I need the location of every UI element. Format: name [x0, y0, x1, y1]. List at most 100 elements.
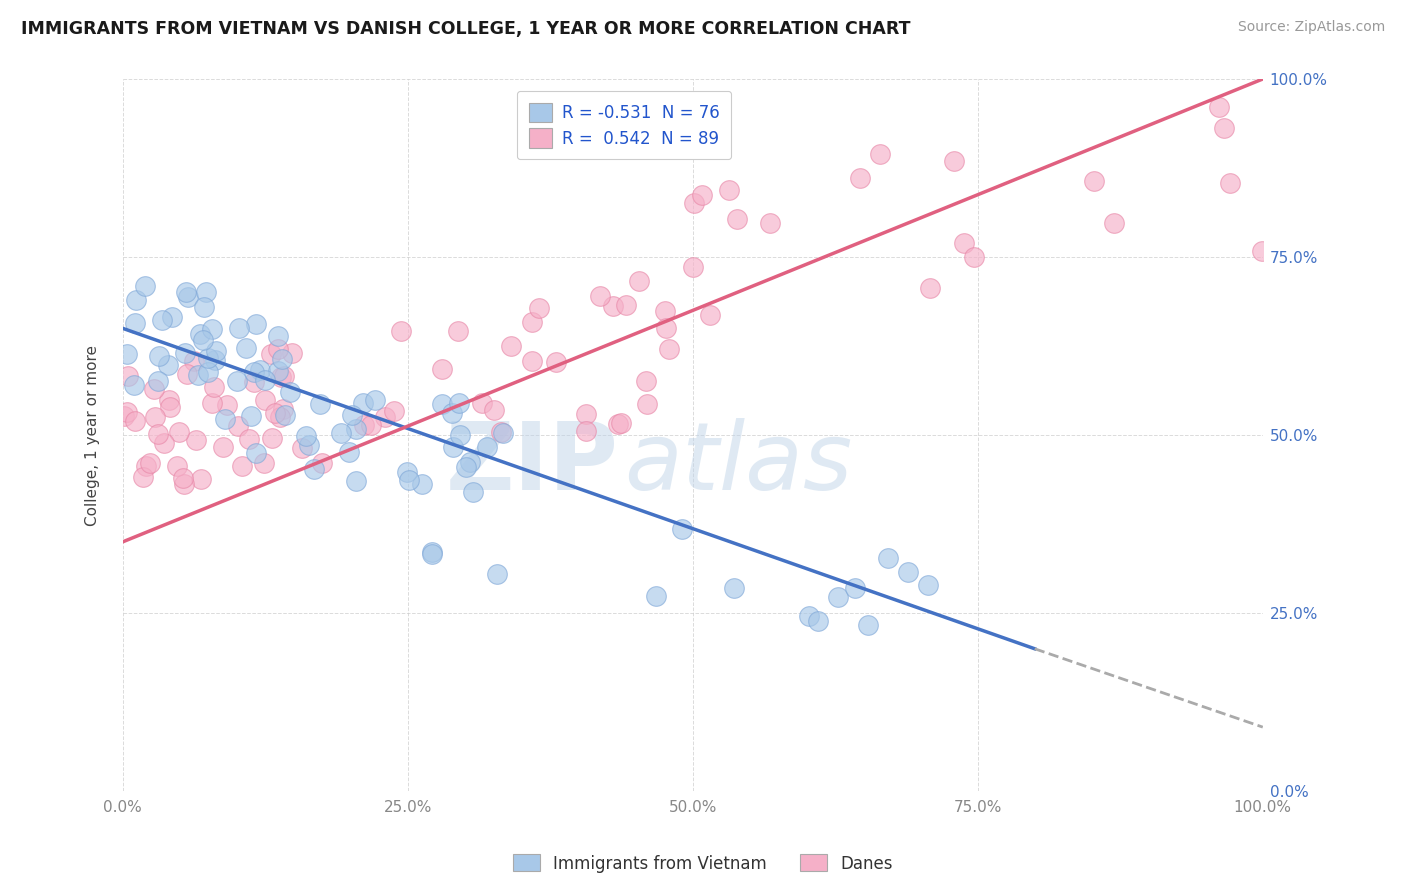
- Point: [298, 438, 321, 452]
- Point: [174, 346, 197, 360]
- Point: [398, 473, 420, 487]
- Point: [267, 342, 290, 356]
- Legend: Immigrants from Vietnam, Danes: Immigrants from Vietnam, Danes: [506, 847, 900, 880]
- Point: [441, 440, 464, 454]
- Point: [1102, 217, 1125, 231]
- Point: [191, 333, 214, 347]
- Point: [291, 442, 314, 456]
- Point: [295, 429, 318, 443]
- Point: [807, 614, 830, 628]
- Point: [363, 392, 385, 407]
- Point: [214, 412, 236, 426]
- Point: [212, 441, 235, 455]
- Point: [167, 425, 190, 439]
- Point: [148, 349, 170, 363]
- Text: atlas: atlas: [624, 418, 852, 509]
- Point: [606, 417, 628, 432]
- Point: [614, 298, 637, 312]
- Text: ZIP: ZIP: [446, 417, 619, 509]
- Point: [302, 462, 325, 476]
- Point: [699, 308, 721, 322]
- Point: [243, 365, 266, 379]
- Point: [725, 211, 748, 226]
- Point: [174, 285, 197, 300]
- Point: [226, 419, 249, 434]
- Point: [1083, 174, 1105, 188]
- Point: [360, 418, 382, 433]
- Point: [231, 459, 253, 474]
- Point: [682, 260, 704, 274]
- Point: [636, 396, 658, 410]
- Point: [963, 251, 986, 265]
- Point: [589, 288, 612, 302]
- Point: [172, 470, 194, 484]
- Point: [269, 409, 291, 424]
- Point: [253, 373, 276, 387]
- Point: [953, 236, 976, 251]
- Point: [849, 171, 872, 186]
- Point: [190, 472, 212, 486]
- Point: [166, 459, 188, 474]
- Point: [124, 316, 146, 330]
- Point: [610, 416, 633, 430]
- Point: [159, 401, 181, 415]
- Point: [124, 414, 146, 428]
- Point: [920, 280, 942, 294]
- Point: [420, 547, 443, 561]
- Point: [723, 582, 745, 596]
- Point: [411, 476, 433, 491]
- Point: [124, 293, 146, 307]
- Point: [943, 154, 966, 169]
- Point: [340, 408, 363, 422]
- Point: [239, 409, 262, 423]
- Point: [671, 522, 693, 536]
- Point: [575, 424, 598, 438]
- Text: IMMIGRANTS FROM VIETNAM VS DANISH COLLEGE, 1 YEAR OR MORE CORRELATION CHART: IMMIGRANTS FROM VIETNAM VS DANISH COLLEG…: [21, 20, 911, 37]
- Point: [197, 365, 219, 379]
- Point: [546, 355, 568, 369]
- Point: [575, 407, 598, 421]
- Point: [391, 324, 413, 338]
- Point: [682, 196, 704, 211]
- Point: [145, 410, 167, 425]
- Point: [430, 362, 453, 376]
- Point: [142, 382, 165, 396]
- Point: [260, 431, 283, 445]
- Point: [308, 397, 330, 411]
- Point: [160, 310, 183, 324]
- Point: [238, 432, 260, 446]
- Point: [117, 368, 139, 383]
- Point: [484, 402, 506, 417]
- Point: [122, 378, 145, 392]
- Point: [352, 396, 374, 410]
- Point: [658, 342, 681, 356]
- Point: [201, 396, 224, 410]
- Point: [690, 188, 713, 202]
- Point: [235, 341, 257, 355]
- Text: Source: ZipAtlas.com: Source: ZipAtlas.com: [1237, 20, 1385, 34]
- Point: [176, 367, 198, 381]
- Point: [274, 408, 297, 422]
- Point: [135, 458, 157, 473]
- Point: [278, 384, 301, 399]
- Point: [157, 358, 180, 372]
- Point: [449, 427, 471, 442]
- Point: [270, 351, 292, 366]
- Point: [529, 301, 551, 315]
- Point: [204, 352, 226, 367]
- Point: [489, 425, 512, 439]
- Point: [201, 322, 224, 336]
- Point: [115, 405, 138, 419]
- Point: [420, 545, 443, 559]
- Point: [228, 321, 250, 335]
- Point: [253, 392, 276, 407]
- Point: [499, 338, 522, 352]
- Point: [520, 354, 543, 368]
- Point: [395, 465, 418, 479]
- Point: [1213, 121, 1236, 136]
- Point: [917, 578, 939, 592]
- Point: [330, 425, 353, 440]
- Point: [485, 566, 508, 581]
- Point: [475, 440, 498, 454]
- Point: [215, 398, 238, 412]
